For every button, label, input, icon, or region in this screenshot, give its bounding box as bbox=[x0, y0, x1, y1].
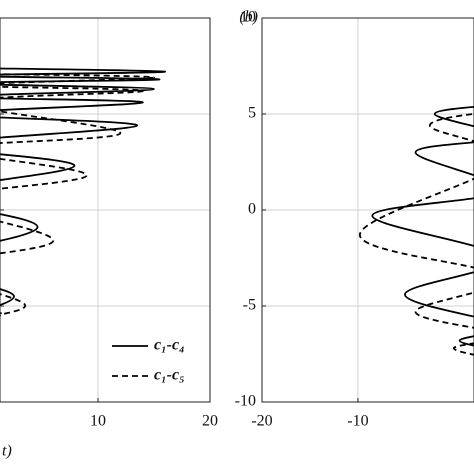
curve bbox=[358, 112, 474, 356]
y-tick-label: 10 bbox=[240, 9, 256, 26]
curve bbox=[0, 73, 155, 317]
legend-label: c₁-c₅ bbox=[154, 367, 185, 384]
x-tick-label: 10 bbox=[90, 413, 106, 430]
panel-label: (b) bbox=[239, 9, 258, 26]
plot-area bbox=[0, 67, 167, 317]
y-tick-label: -5 bbox=[243, 297, 256, 314]
x-tick-label: 20 bbox=[202, 413, 218, 430]
y-tick-label: -10 bbox=[235, 393, 256, 410]
y-tick-label: 5 bbox=[248, 105, 256, 122]
curve bbox=[0, 67, 167, 306]
plot-frame bbox=[0, 17, 211, 403]
plot-area bbox=[358, 105, 474, 356]
x-tick-label: -20 bbox=[251, 413, 272, 430]
x-tick-label: -10 bbox=[347, 413, 368, 430]
legend-label: c₁-c₄ bbox=[154, 337, 185, 354]
y-tick-label: 0 bbox=[248, 201, 256, 218]
x-axis-label: t) bbox=[2, 443, 12, 460]
curve bbox=[371, 105, 474, 347]
plot-frame bbox=[261, 17, 474, 403]
